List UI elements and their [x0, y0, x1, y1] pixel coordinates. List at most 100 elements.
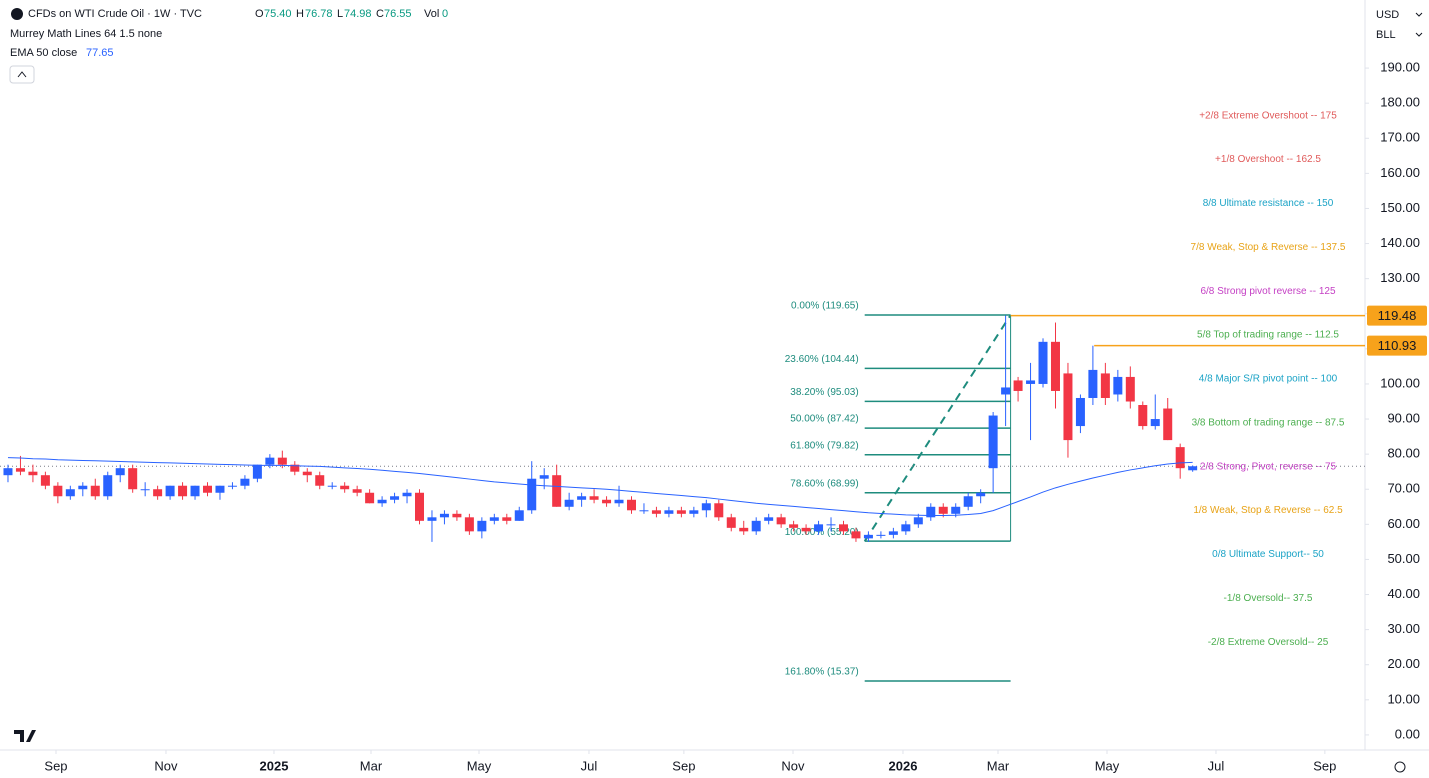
- candle-body: [215, 485, 225, 493]
- candle-body: [277, 457, 287, 465]
- unit[interactable]: BLL: [1376, 29, 1396, 41]
- x-tick-label: 2025: [260, 758, 289, 773]
- open-label: O: [255, 8, 264, 20]
- candle-body: [464, 517, 474, 532]
- collapse-icon: [17, 71, 27, 78]
- candle-body: [639, 510, 649, 512]
- candle-body: [128, 468, 138, 490]
- candle-body: [1001, 387, 1011, 395]
- level-box: [1367, 335, 1427, 356]
- candle-body: [888, 531, 898, 535]
- candle-body: [352, 489, 362, 493]
- candle-body: [926, 506, 936, 518]
- candle-body: [1150, 419, 1160, 427]
- indicator: Murrey Math Lines 64 1.5 none: [10, 28, 162, 40]
- candle-body: [3, 468, 13, 476]
- candle-body: [415, 492, 425, 521]
- candle-body: [240, 478, 250, 486]
- murrey-label: 3/8 Bottom of trading range -- 87.5: [1192, 417, 1345, 428]
- murrey-label: -1/8 Oversold-- 37.5: [1224, 593, 1313, 604]
- candle-body: [1175, 447, 1185, 469]
- low-value: 74.98: [344, 8, 372, 20]
- fib-label: 161.80% (15.37): [785, 667, 859, 678]
- level-label: 119.48: [1378, 308, 1417, 323]
- candle-body: [103, 475, 113, 497]
- symbol: CFDs on WTI Crude Oil · 1W · TVC: [28, 8, 202, 20]
- candle-body: [178, 485, 188, 497]
- murrey-label: +2/8 Extreme Overshoot -- 175: [1199, 110, 1337, 121]
- candle-body: [851, 531, 861, 539]
- y-tick-label: 150.00: [1380, 200, 1420, 215]
- x-tick-label: Sep: [672, 758, 695, 773]
- candle-body: [290, 464, 300, 472]
- fib-label: 50.00% (87.42): [790, 414, 858, 425]
- currency[interactable]: USD: [1376, 9, 1399, 21]
- candle-body: [689, 510, 699, 514]
- murrey-label: 8/8 Ultimate resistance -- 150: [1203, 198, 1334, 209]
- candle-body: [626, 499, 636, 511]
- candle-body: [826, 524, 836, 526]
- candle-body: [963, 496, 973, 507]
- x-tick-label: Nov: [154, 758, 178, 773]
- candle-body: [452, 513, 462, 518]
- candle-body: [602, 499, 612, 504]
- candle-body: [876, 534, 886, 536]
- candle-body: [901, 524, 911, 532]
- candle-body: [764, 517, 774, 521]
- candle-body: [789, 524, 799, 528]
- y-tick-label: 70.00: [1387, 481, 1420, 496]
- candle-body: [377, 499, 387, 504]
- x-tick-label: Mar: [360, 758, 383, 773]
- candle-body: [365, 492, 375, 504]
- candle-body: [40, 475, 50, 486]
- candle-body: [115, 468, 125, 476]
- candle-body: [28, 471, 38, 476]
- x-tick-label: May: [1095, 758, 1120, 773]
- fib-trend: [863, 314, 1012, 542]
- y-tick-label: 50.00: [1387, 551, 1420, 566]
- y-tick-label: 130.00: [1380, 270, 1420, 285]
- candle-body: [477, 520, 487, 532]
- candle-body: [90, 485, 100, 497]
- fib-label: 61.80% (79.82): [790, 440, 858, 451]
- candle-body: [801, 527, 811, 532]
- x-tick-label: Jul: [1208, 758, 1225, 773]
- collapse-button[interactable]: [9, 65, 35, 84]
- y-tick-label: 10.00: [1387, 691, 1420, 706]
- murrey-label: 4/8 Major S/R pivot point -- 100: [1199, 374, 1338, 385]
- murrey-label: 6/8 Strong pivot reverse -- 125: [1200, 286, 1336, 297]
- fib-label: 78.60% (68.99): [790, 478, 858, 489]
- candle-body: [1125, 376, 1135, 402]
- logo: [14, 730, 36, 742]
- candle-body: [1138, 405, 1148, 427]
- fib-label: 23.60% (104.44): [785, 354, 859, 365]
- fib-label: 100.00% (55.20): [785, 527, 859, 538]
- y-tick-label: 100.00: [1380, 375, 1420, 390]
- y-tick-label: 0.00: [1395, 726, 1420, 741]
- symbol-icon: [11, 8, 23, 20]
- candle-body: [15, 468, 25, 472]
- candle-body: [1026, 380, 1036, 384]
- candle-body: [427, 517, 437, 521]
- murrey-label: 0/8 Ultimate Support-- 50: [1212, 549, 1324, 560]
- candle-body: [265, 457, 275, 465]
- candle-body: [1075, 397, 1085, 427]
- murrey-label: 2/8 Strong, Pivot, reverse -- 75: [1200, 461, 1337, 472]
- y-tick-label: 170.00: [1380, 130, 1420, 145]
- settings-icon[interactable]: [1394, 761, 1406, 773]
- y-tick-label: 90.00: [1387, 410, 1420, 425]
- candle-body: [552, 475, 562, 507]
- candle-body: [140, 489, 150, 491]
- fib-label: 38.20% (95.03): [790, 387, 858, 398]
- y-tick-label: 160.00: [1380, 165, 1420, 180]
- candle-body: [203, 485, 213, 493]
- ema-name: EMA 50 close: [10, 47, 77, 59]
- candle-body: [651, 510, 661, 514]
- candle-body: [577, 496, 587, 500]
- candle-body: [502, 517, 512, 521]
- candle-body: [1013, 380, 1023, 391]
- candle-body: [714, 503, 724, 518]
- x-tick-label: Sep: [1313, 758, 1336, 773]
- candle-body: [1188, 466, 1198, 471]
- candle-body: [1050, 341, 1060, 391]
